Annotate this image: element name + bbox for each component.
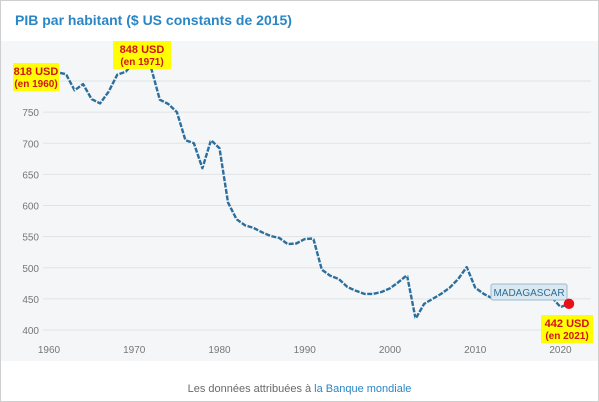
x-tick-label: 2000	[379, 345, 402, 356]
x-tick-label: 1970	[123, 345, 146, 356]
annotation-value: 818 USD	[14, 66, 59, 78]
x-tick-label: 1960	[38, 345, 61, 356]
annotation-value: 848 USD	[120, 44, 165, 56]
footer: Les données attribuées à la Banque mondi…	[1, 383, 598, 395]
annotation-highlight	[113, 41, 171, 69]
series-label: MADAGASCAR	[493, 288, 564, 299]
annotation-value: 442 USD	[545, 318, 590, 330]
y-tick-label: 700	[22, 139, 39, 150]
annotation-year: (en 1960)	[14, 79, 57, 90]
y-tick-label: 450	[22, 295, 39, 306]
x-tick-label: 2020	[549, 345, 572, 356]
footer-link[interactable]: la Banque mondiale	[314, 383, 412, 395]
y-tick-label: 600	[22, 202, 39, 213]
series-line	[48, 49, 570, 320]
x-tick-label: 1980	[208, 345, 231, 356]
y-tick-label: 650	[22, 170, 39, 181]
chart-svg: 4004505005506006507007508001960197019801…	[13, 41, 593, 356]
chart-title: PIB par habitant ($ US constants de 2015…	[15, 12, 292, 28]
x-tick-label: 1990	[294, 345, 317, 356]
y-tick-label: 550	[22, 233, 39, 244]
annotation-year: (en 2021)	[545, 331, 588, 342]
series-line-dash	[48, 48, 570, 323]
y-tick-label: 400	[22, 326, 39, 337]
annotation-year: (en 1971)	[120, 57, 163, 68]
x-tick-label: 2010	[464, 345, 487, 356]
annotation-marker	[563, 298, 575, 310]
footer-prefix: Les données attribuées à	[187, 383, 315, 395]
annotation-highlight	[13, 63, 59, 91]
y-tick-label: 750	[22, 108, 39, 119]
plot-background	[1, 41, 598, 361]
series-label-box	[490, 283, 568, 301]
annotation-highlight	[541, 315, 593, 343]
y-tick-label: 500	[22, 264, 39, 275]
